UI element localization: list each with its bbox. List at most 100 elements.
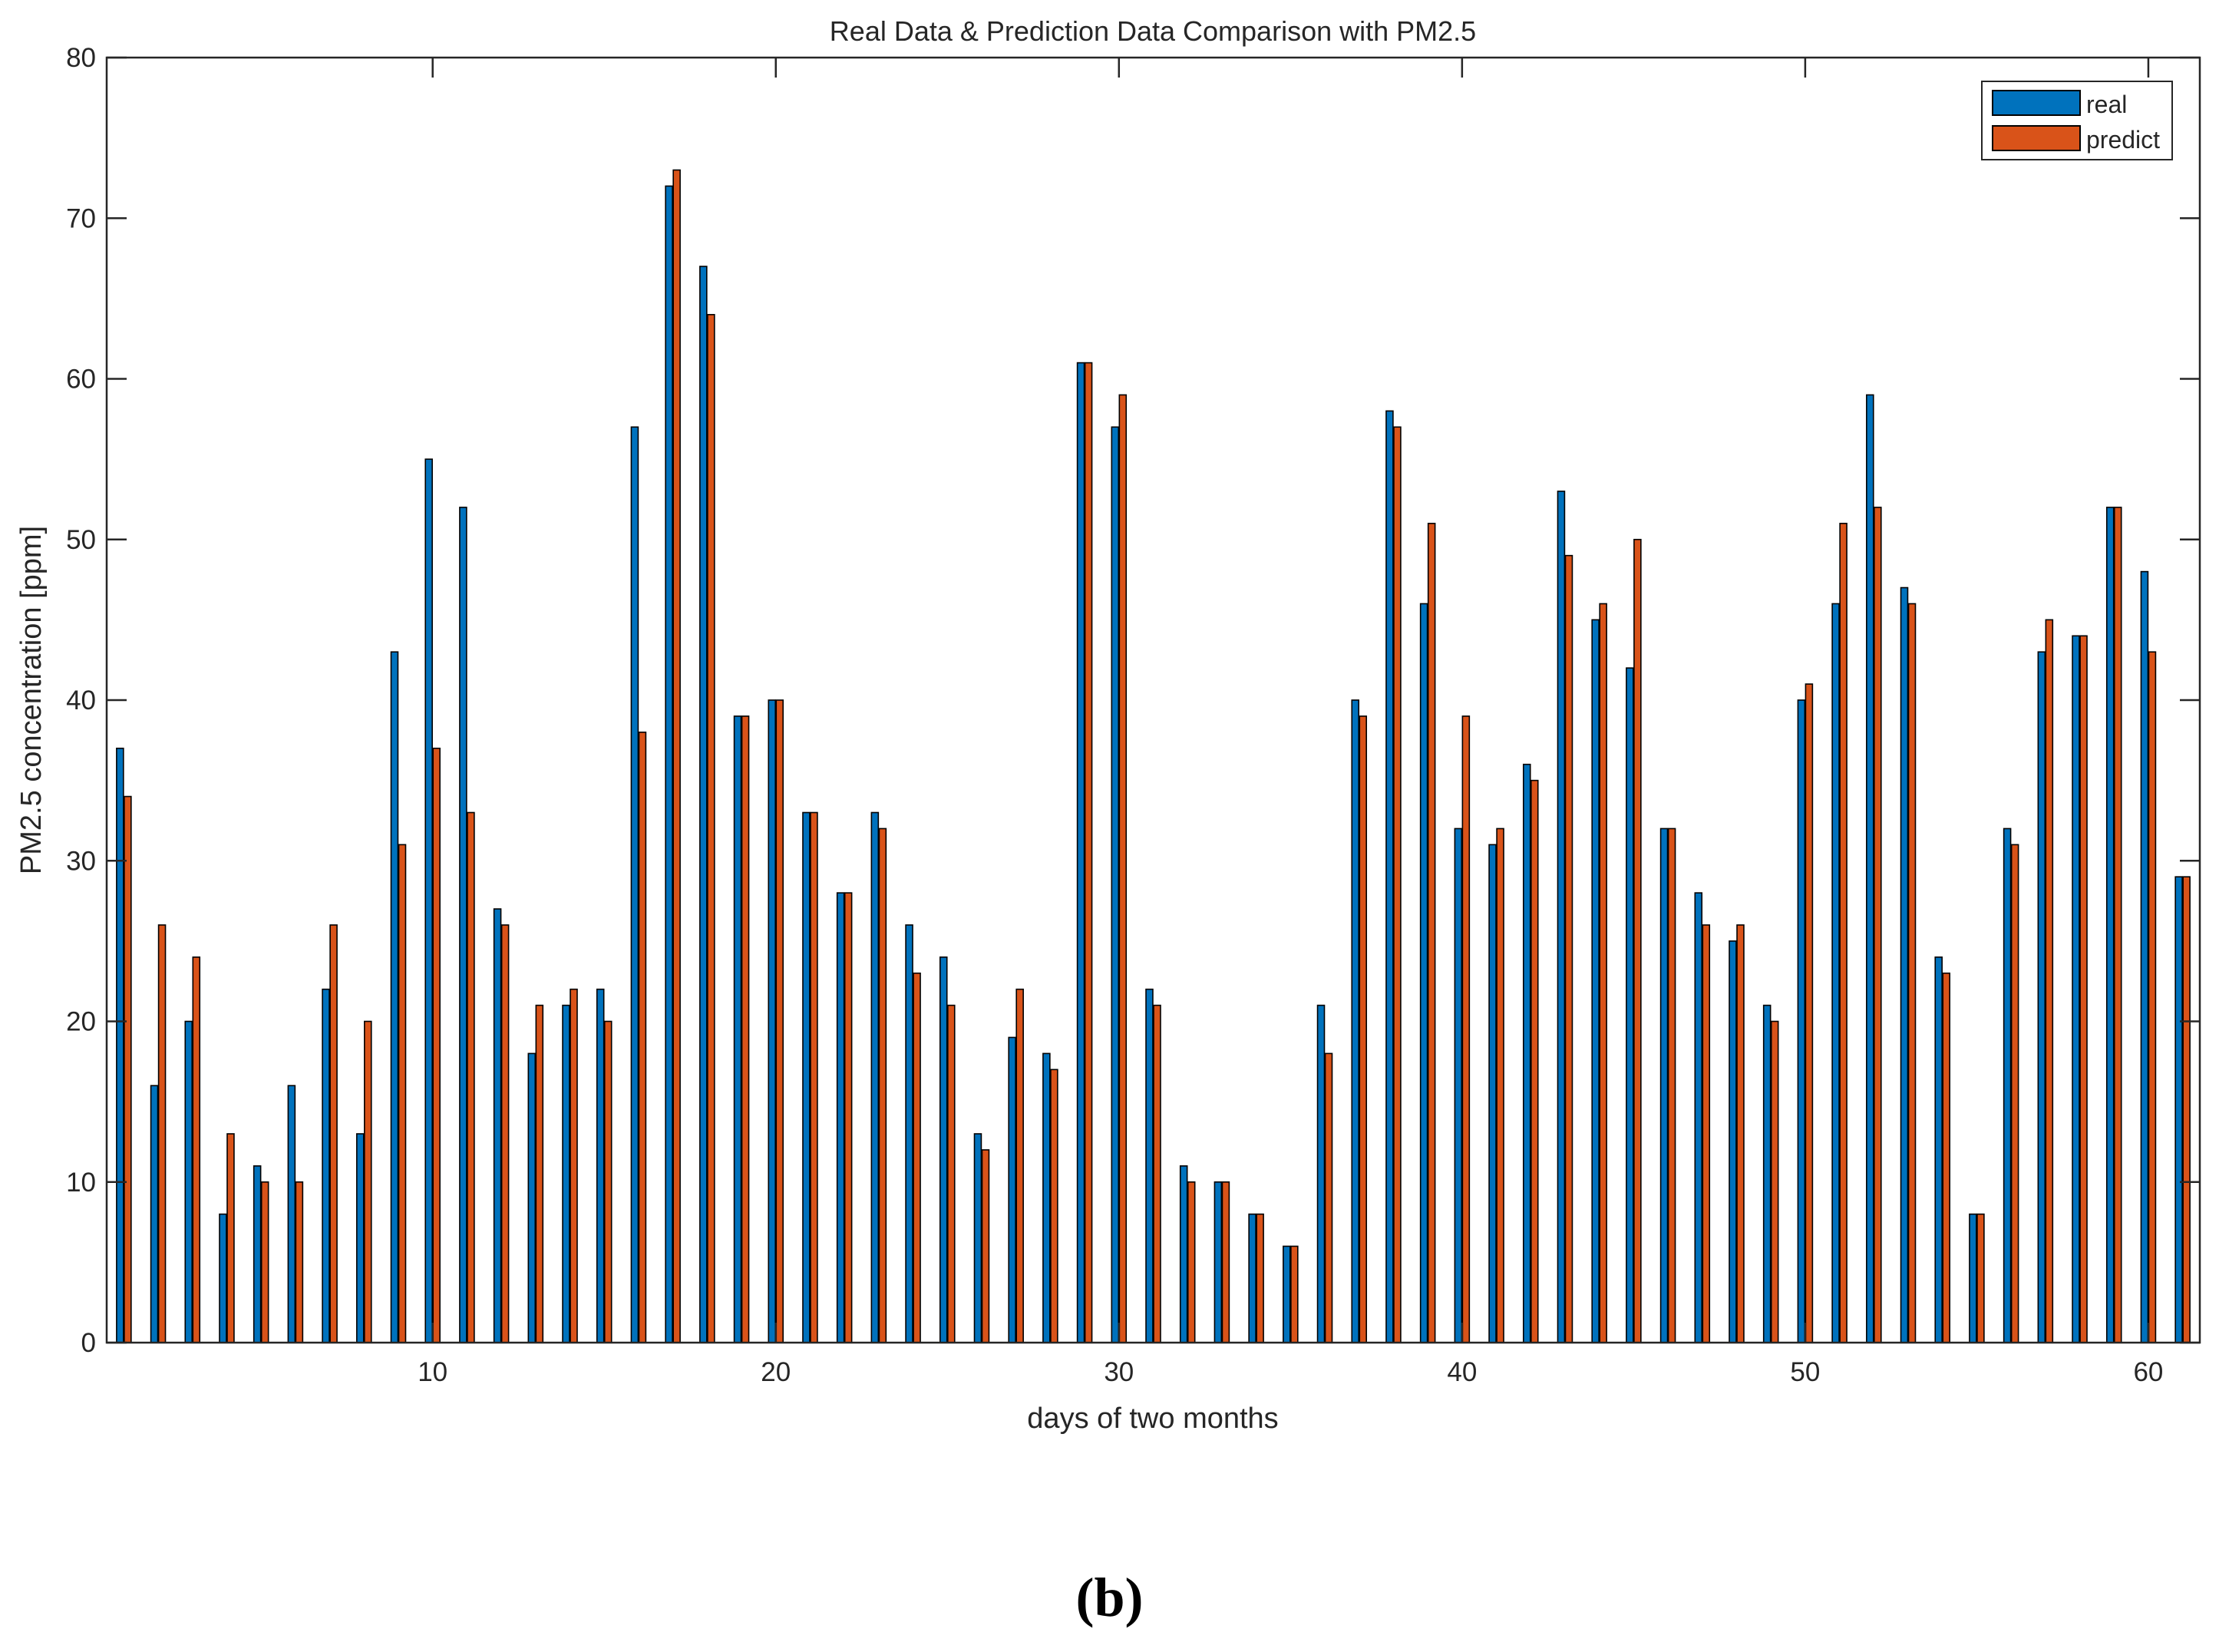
- bar-predict-day-15: [603, 1020, 613, 1343]
- panel-label: (b): [1075, 1567, 1144, 1628]
- bar-predict-day-38: [1393, 426, 1402, 1343]
- bar-predict-day-53: [1907, 603, 1917, 1343]
- bar-predict-day-13: [535, 1004, 544, 1343]
- bar-real-day-16: [630, 426, 639, 1343]
- bar-predict-day-47: [1702, 924, 1711, 1343]
- bar-predict-day-57: [2045, 619, 2054, 1343]
- bar-real-day-2: [150, 1085, 159, 1343]
- bar-predict-day-11: [467, 811, 475, 1343]
- bar-real-day-47: [1694, 892, 1703, 1343]
- bar-real-day-23: [870, 811, 880, 1343]
- bar-real-day-53: [1900, 586, 1909, 1343]
- bar-real-day-22: [836, 892, 845, 1343]
- legend-swatch-real: [1992, 90, 2081, 116]
- bar-predict-day-25: [947, 1004, 956, 1343]
- bar-real-day-35: [1283, 1245, 1291, 1343]
- bar-real-day-52: [1866, 394, 1874, 1343]
- bar-real-day-31: [1145, 988, 1154, 1343]
- bar-predict-day-23: [878, 828, 887, 1343]
- bar-real-day-48: [1729, 940, 1737, 1343]
- x-tick-label-30: 30: [1104, 1357, 1134, 1387]
- bar-predict-day-34: [1256, 1213, 1264, 1343]
- bar-real-day-50: [1797, 699, 1806, 1343]
- bar-real-day-27: [1008, 1036, 1016, 1343]
- bar-real-day-49: [1762, 1004, 1772, 1343]
- bar-predict-day-17: [672, 169, 681, 1343]
- bar-real-day-24: [905, 924, 913, 1343]
- bar-real-day-9: [390, 651, 399, 1343]
- x-axis-label: days of two months: [1027, 1403, 1278, 1435]
- bar-real-day-15: [596, 988, 605, 1343]
- bar-predict-day-5: [260, 1181, 269, 1343]
- bar-real-day-46: [1659, 828, 1669, 1343]
- y-tick-label-80: 80: [66, 43, 96, 73]
- bar-predict-day-43: [1564, 554, 1573, 1343]
- bar-predict-day-59: [2113, 507, 2122, 1343]
- bar-predict-day-54: [1942, 972, 1950, 1343]
- bar-predict-day-1: [124, 795, 132, 1343]
- bar-real-day-56: [2003, 828, 2012, 1343]
- bar-predict-day-12: [500, 924, 510, 1343]
- bar-real-day-32: [1179, 1165, 1188, 1343]
- y-tick-label-50: 50: [66, 525, 96, 555]
- bar-real-day-60: [2140, 570, 2149, 1343]
- x-tick-label-60: 60: [2133, 1357, 2163, 1387]
- bar-predict-day-35: [1290, 1245, 1299, 1343]
- bar-real-day-13: [527, 1052, 537, 1343]
- bar-predict-day-46: [1667, 828, 1676, 1343]
- bar-real-day-12: [493, 908, 502, 1343]
- bar-real-day-28: [1042, 1052, 1051, 1343]
- bar-predict-day-32: [1187, 1181, 1196, 1343]
- bar-real-day-43: [1557, 491, 1566, 1343]
- bar-predict-day-22: [844, 892, 853, 1343]
- bar-predict-day-29: [1084, 362, 1093, 1343]
- bar-real-day-26: [973, 1133, 982, 1343]
- bar-real-day-29: [1076, 362, 1085, 1343]
- bar-predict-day-55: [1976, 1213, 1985, 1343]
- bar-real-day-8: [356, 1133, 365, 1343]
- bar-real-day-37: [1351, 699, 1359, 1343]
- bar-predict-day-4: [226, 1133, 235, 1343]
- y-tick-label-40: 40: [66, 686, 96, 715]
- bar-real-day-33: [1214, 1181, 1223, 1343]
- bar-predict-day-14: [570, 988, 578, 1343]
- y-tick-label-30: 30: [66, 846, 96, 876]
- bar-predict-day-9: [398, 844, 407, 1343]
- bar-predict-day-28: [1050, 1069, 1058, 1343]
- bar-real-day-19: [733, 715, 742, 1343]
- bar-predict-day-52: [1874, 507, 1882, 1343]
- y-axis-label: PM2.5 concentration [ppm]: [15, 526, 48, 874]
- x-tick-label-40: 40: [1447, 1357, 1477, 1387]
- bar-predict-day-50: [1805, 683, 1814, 1343]
- bar-real-day-61: [2174, 876, 2183, 1343]
- bar-predict-day-48: [1736, 924, 1745, 1343]
- bar-real-day-58: [2072, 635, 2080, 1343]
- bar-predict-day-27: [1015, 988, 1024, 1343]
- y-tick-label-0: 0: [81, 1328, 96, 1358]
- bar-predict-day-10: [432, 747, 441, 1343]
- x-tick-label-10: 10: [418, 1357, 447, 1387]
- bar-real-day-4: [219, 1213, 227, 1343]
- chart-title: Real Data & Prediction Data Comparison w…: [830, 15, 1476, 47]
- bar-real-day-34: [1248, 1213, 1256, 1343]
- bar-real-day-25: [939, 957, 948, 1343]
- bar-real-day-21: [802, 811, 811, 1343]
- bar-real-day-17: [665, 185, 673, 1343]
- bar-predict-day-21: [810, 811, 818, 1343]
- bar-real-day-42: [1522, 763, 1531, 1343]
- bar-predict-day-33: [1221, 1181, 1230, 1343]
- bar-predict-day-30: [1118, 394, 1128, 1343]
- x-tick-label-50: 50: [1790, 1357, 1820, 1387]
- bar-real-day-45: [1626, 667, 1634, 1343]
- bar-predict-day-26: [981, 1149, 990, 1343]
- bar-predict-day-8: [364, 1020, 372, 1343]
- bar-predict-day-24: [913, 972, 921, 1343]
- legend: real predict: [1981, 81, 2173, 160]
- bar-predict-day-56: [2010, 844, 2019, 1343]
- bar-real-day-41: [1488, 844, 1497, 1343]
- bar-real-day-39: [1419, 603, 1428, 1343]
- y-tick-label-60: 60: [66, 365, 96, 395]
- bar-predict-day-60: [2148, 651, 2157, 1343]
- y-tick-label-10: 10: [66, 1168, 96, 1198]
- bar-predict-day-31: [1153, 1004, 1161, 1343]
